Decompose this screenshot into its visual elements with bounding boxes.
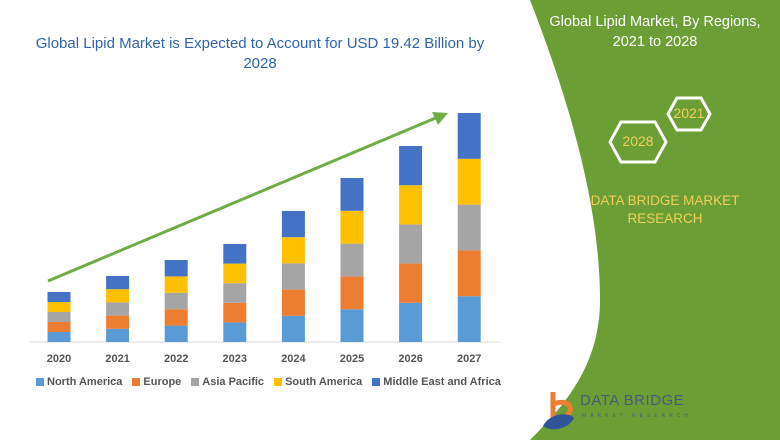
trend-arrow-line [47,115,439,283]
hex-label-2028: 2028 [622,133,654,149]
bar-segment-asia-pacific [223,283,247,303]
legend-label: North America [47,376,123,388]
x-tick-label: 2025 [340,353,364,365]
bar-segment-middle-east-and-africa [164,260,188,277]
bar-segment-north-america [223,322,247,342]
bar-segment-asia-pacific [281,263,305,290]
bar-segment-north-america [106,328,130,342]
hex-label-2021: 2021 [673,105,705,121]
logo-subtext: MARKET RESEARCH [582,413,692,419]
bar-segment-south-america [340,210,364,244]
bar-segment-asia-pacific [106,302,130,316]
bar-segment-south-america [106,289,130,303]
bar-segment-asia-pacific [47,312,71,322]
x-tick-label: 2027 [457,353,481,365]
legend-label: Middle East and Africa [383,376,501,388]
legend-swatch [36,378,44,386]
legend-item: Middle East and Africa [372,376,501,388]
bar-segment-south-america [281,237,305,264]
bar-segment-middle-east-and-africa [223,244,247,264]
bar-segment-asia-pacific [457,204,481,251]
legend-swatch [274,378,283,386]
legend-swatch [132,378,141,386]
bar-segment-north-america [164,325,188,342]
bar-segment-middle-east-and-africa [106,276,130,290]
legend-swatch [191,378,200,386]
bar-segment-south-america [47,302,71,312]
legend-label: Asia Pacific [202,376,265,388]
x-tick-label: 2020 [47,353,71,365]
side-panel-background [530,0,780,440]
x-tick-label: 2023 [223,353,247,365]
bar-segment-europe [106,315,130,329]
bar-segment-europe [281,289,305,316]
bar-segment-middle-east-and-africa [47,292,71,302]
bar-segment-europe [340,276,364,310]
x-tick-label: 2026 [398,353,422,365]
bar-segment-europe [223,302,247,323]
brand-text: DATA BRIDGE MARKET RESEARCH [590,193,740,226]
bar-segment-asia-pacific [340,243,364,277]
bar-segment-europe [457,250,481,297]
bar-segment-north-america [399,302,423,342]
legend: North America Europe Asia Pacific South … [36,376,501,388]
bar-segment-south-america [457,158,481,205]
legend-label: South America [285,376,363,388]
bar-segment-south-america [164,276,188,293]
bar-segment-north-america [47,332,71,342]
hexagon-2021 [666,96,712,132]
bar-segment-middle-east-and-africa [281,211,305,238]
chart-title: Global Lipid Market is Expected to Accou… [35,35,485,72]
legend-label: Europe [143,376,182,388]
x-tick-label: 2024 [281,353,306,365]
legend-item: Asia Pacific [191,376,264,388]
bar-segment-south-america [399,185,423,225]
legend-item: North America [36,376,122,388]
legend-item: Europe [132,376,181,388]
legend-item: South America [274,376,362,388]
bar-segment-europe [47,322,71,332]
bar-segment-europe [399,263,423,303]
bar-segment-north-america [457,296,481,342]
bar-segment-middle-east-and-africa [399,146,423,186]
x-tick-label: 2022 [164,353,188,365]
hexagon-2028 [608,120,668,164]
bar-segment-south-america [223,263,247,284]
bar-segment-north-america [340,309,364,342]
logo-icon [543,392,574,430]
bar-segment-asia-pacific [164,292,188,310]
bar-segment-middle-east-and-africa [340,178,364,211]
legend-swatch [372,378,381,386]
logo-text: DATA BRIDGE [580,392,685,409]
bar-segment-middle-east-and-africa [457,113,481,159]
chart: 2020 2021 2022 2023 2024 2025 2026 2027 [30,112,500,365]
bar-segment-europe [164,309,188,326]
trend-arrow-head [432,112,448,125]
bar-segment-north-america [281,315,305,342]
panel-title: Global Lipid Market, By Regions, 2021 to… [549,14,761,50]
x-tick-label: 2021 [105,353,129,365]
bar-segment-asia-pacific [399,224,423,264]
